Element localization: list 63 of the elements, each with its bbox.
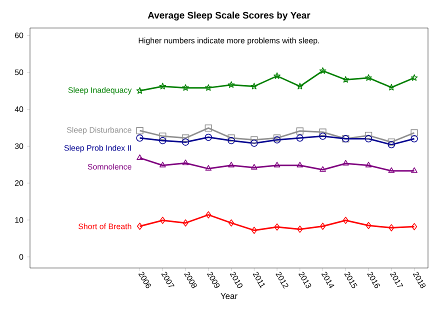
point bbox=[182, 160, 189, 166]
point bbox=[364, 132, 372, 140]
point bbox=[250, 82, 258, 90]
point bbox=[204, 84, 212, 91]
point bbox=[364, 135, 372, 142]
point bbox=[296, 162, 304, 168]
point bbox=[228, 137, 235, 144]
chart-title: Average Sleep Scale Scores by Year bbox=[148, 12, 310, 20]
point bbox=[136, 127, 144, 134]
point bbox=[250, 136, 258, 144]
point bbox=[205, 165, 212, 171]
point bbox=[206, 211, 212, 218]
point bbox=[159, 137, 166, 144]
point bbox=[159, 132, 166, 140]
point bbox=[365, 162, 372, 168]
point bbox=[342, 160, 349, 166]
point bbox=[274, 223, 280, 231]
point bbox=[160, 216, 166, 224]
point bbox=[228, 81, 235, 88]
point bbox=[136, 154, 143, 160]
point bbox=[320, 222, 326, 230]
point bbox=[342, 76, 350, 83]
point bbox=[274, 162, 280, 168]
point bbox=[296, 82, 304, 90]
point bbox=[159, 82, 166, 90]
point bbox=[388, 167, 395, 173]
point bbox=[182, 138, 190, 146]
point bbox=[228, 162, 234, 168]
point bbox=[160, 162, 166, 168]
point bbox=[342, 216, 348, 224]
point bbox=[136, 222, 143, 230]
point bbox=[319, 67, 326, 74]
point bbox=[388, 224, 394, 232]
point bbox=[136, 87, 144, 94]
point bbox=[182, 219, 188, 227]
point bbox=[410, 74, 418, 81]
point bbox=[228, 134, 235, 142]
x-axis-title: Year bbox=[220, 293, 238, 300]
point bbox=[366, 222, 372, 230]
point bbox=[388, 84, 395, 90]
point bbox=[204, 134, 212, 141]
point bbox=[182, 134, 190, 142]
point bbox=[228, 219, 234, 227]
point bbox=[251, 226, 257, 234]
point bbox=[319, 132, 326, 140]
point bbox=[320, 166, 326, 172]
point bbox=[410, 135, 418, 142]
point bbox=[296, 127, 304, 135]
point bbox=[250, 140, 258, 147]
point bbox=[388, 141, 396, 148]
point bbox=[204, 124, 212, 132]
point bbox=[411, 167, 418, 173]
point bbox=[411, 223, 418, 230]
point bbox=[296, 134, 304, 142]
point bbox=[388, 138, 396, 146]
point bbox=[136, 134, 144, 142]
point bbox=[250, 164, 258, 170]
point bbox=[182, 84, 189, 91]
point bbox=[297, 226, 303, 233]
point bbox=[365, 74, 372, 81]
point bbox=[274, 72, 280, 79]
point bbox=[319, 128, 326, 136]
point bbox=[410, 129, 418, 136]
